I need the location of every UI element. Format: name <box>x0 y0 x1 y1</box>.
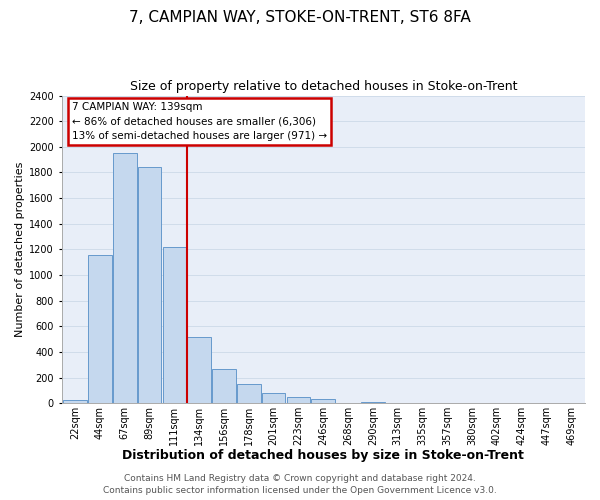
Bar <box>64 400 87 403</box>
Text: 7, CAMPIAN WAY, STOKE-ON-TRENT, ST6 8FA: 7, CAMPIAN WAY, STOKE-ON-TRENT, ST6 8FA <box>129 10 471 25</box>
Text: 7 CAMPIAN WAY: 139sqm
← 86% of detached houses are smaller (6,306)
13% of semi-d: 7 CAMPIAN WAY: 139sqm ← 86% of detached … <box>72 102 327 141</box>
Bar <box>386 402 409 403</box>
Bar <box>88 255 112 403</box>
Bar <box>212 368 236 403</box>
Bar <box>138 168 161 403</box>
Text: Contains HM Land Registry data © Crown copyright and database right 2024.
Contai: Contains HM Land Registry data © Crown c… <box>103 474 497 495</box>
Bar <box>287 398 310 403</box>
Bar <box>361 402 385 403</box>
X-axis label: Distribution of detached houses by size in Stoke-on-Trent: Distribution of detached houses by size … <box>122 450 524 462</box>
Bar <box>113 153 137 403</box>
Bar <box>311 398 335 403</box>
Y-axis label: Number of detached properties: Number of detached properties <box>15 162 25 337</box>
Title: Size of property relative to detached houses in Stoke-on-Trent: Size of property relative to detached ho… <box>130 80 517 93</box>
Bar <box>187 336 211 403</box>
Bar <box>337 402 360 403</box>
Bar <box>237 384 260 403</box>
Bar <box>163 247 186 403</box>
Bar <box>262 393 286 403</box>
